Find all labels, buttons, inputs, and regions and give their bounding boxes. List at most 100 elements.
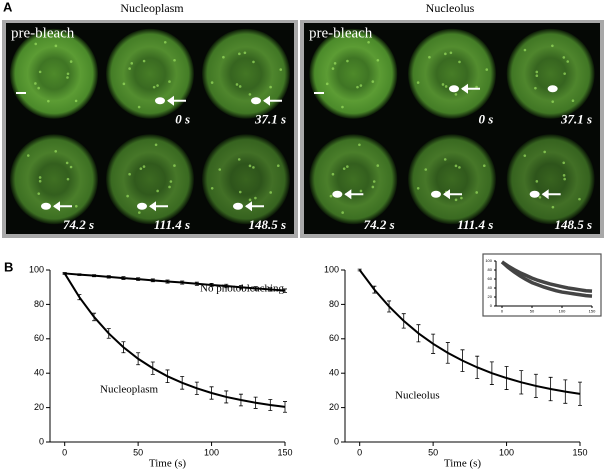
speckle (454, 93, 458, 96)
speckle (279, 68, 283, 71)
speckle (154, 143, 158, 147)
y-tick-label: 80 (488, 267, 493, 272)
speckle (329, 194, 333, 198)
speckle (578, 197, 581, 201)
speckle (444, 85, 448, 88)
speckle (169, 180, 173, 183)
bleach-spot (529, 190, 540, 198)
speckle (34, 82, 37, 85)
time-label: 111.4 s (154, 217, 190, 232)
speckle (371, 80, 375, 83)
time-label: 37.1 s (560, 111, 592, 126)
y-tick-label: 60 (488, 276, 493, 281)
speckle (74, 99, 78, 103)
cell (309, 28, 398, 119)
cell (309, 134, 398, 225)
speckle (254, 196, 257, 200)
speckle (538, 196, 542, 199)
prebleach-label: pre-bleach (11, 25, 75, 41)
cell (408, 134, 496, 225)
panel-label: B (4, 259, 13, 274)
cell (506, 28, 595, 119)
speckle (325, 82, 329, 86)
speckle (69, 165, 73, 169)
speckle (333, 62, 337, 65)
data-line (501, 260, 593, 293)
speckle (128, 172, 131, 176)
bleach-spot (137, 202, 147, 210)
x-axis-label: Time (s) (444, 458, 482, 470)
speckle (566, 60, 570, 63)
speckle (551, 100, 555, 103)
series-annotation: No photobleaching (200, 283, 285, 295)
speckle (237, 158, 241, 161)
x-tick-label: 150 (277, 448, 292, 458)
speckle (173, 164, 176, 167)
speckle (54, 44, 58, 48)
speckle (523, 48, 527, 52)
bleach-spot (547, 85, 558, 93)
speckle (460, 196, 463, 200)
speckle (137, 105, 141, 109)
x-tick-label: 0 (501, 308, 504, 313)
bleach-spot (155, 97, 165, 105)
speckle (372, 180, 376, 183)
x-axis-label: Time (s) (149, 458, 187, 470)
y-tick-label: 20 (329, 402, 339, 412)
speckle (210, 81, 214, 84)
speckle (54, 150, 58, 153)
speckle (458, 166, 461, 169)
speckle (74, 204, 78, 208)
speckle (156, 189, 159, 193)
speckle (367, 40, 370, 44)
group-title: Nucleolus (426, 1, 475, 15)
speckle (218, 168, 222, 171)
speckle (168, 80, 171, 83)
x-tick-label: 50 (133, 448, 143, 458)
speckle (248, 93, 252, 96)
cell (202, 28, 290, 119)
panel-label: A (3, 0, 13, 14)
x-tick-label: 0 (357, 448, 362, 458)
speckle (523, 154, 527, 157)
cell (10, 134, 98, 225)
y-tick-label: 20 (34, 402, 44, 412)
speckle (156, 84, 159, 87)
speckle (551, 44, 554, 48)
speckle (238, 190, 242, 194)
time-label: 74.2 s (364, 217, 395, 232)
bleach-spot (233, 202, 243, 210)
speckle (331, 172, 335, 176)
speckle (444, 52, 447, 56)
bleach-spot (332, 190, 343, 198)
cell (202, 134, 290, 225)
speckle (66, 76, 69, 79)
y-tick-label: 40 (34, 368, 44, 378)
speckle (454, 198, 458, 202)
x-tick-label: 150 (572, 448, 587, 458)
speckle (152, 85, 156, 89)
speckle (331, 67, 335, 70)
arrow-head (263, 95, 270, 106)
speckle (66, 72, 70, 76)
y-tick-label: 60 (329, 333, 339, 343)
speckle (252, 166, 255, 169)
speckle (142, 59, 146, 63)
y-tick-label: 60 (34, 333, 44, 343)
speckle (563, 177, 566, 181)
speckle (485, 68, 489, 71)
speckle (238, 52, 241, 56)
speckle (142, 165, 146, 168)
y-tick-label: 40 (488, 285, 493, 290)
speckle (276, 164, 280, 168)
y-tick-label: 100 (29, 264, 44, 274)
speckle (535, 74, 539, 78)
cell (106, 134, 194, 225)
data-line (63, 272, 286, 408)
speckle (38, 176, 42, 179)
bleach-spot (251, 97, 261, 105)
speckle (563, 72, 566, 75)
speckle (562, 161, 566, 165)
y-tick-label: 40 (329, 368, 339, 378)
arrow-head (461, 83, 468, 94)
